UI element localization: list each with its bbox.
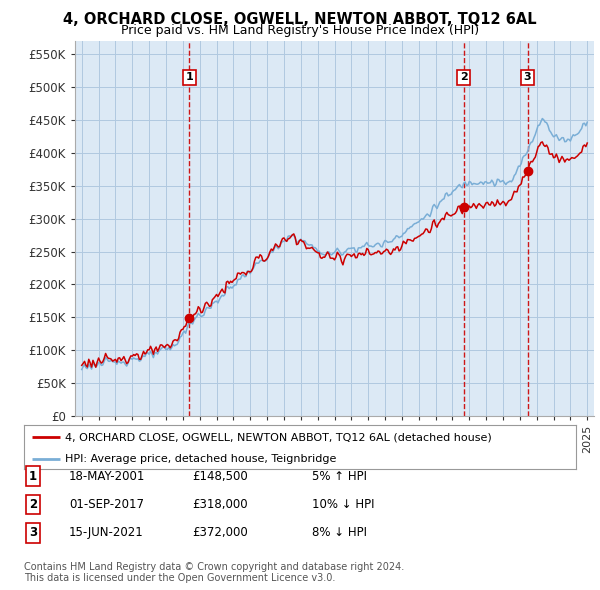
Text: 2: 2 — [29, 498, 37, 511]
Text: 3: 3 — [29, 526, 37, 539]
Text: £372,000: £372,000 — [192, 526, 248, 539]
Text: 1: 1 — [185, 73, 193, 83]
Text: 3: 3 — [524, 73, 532, 83]
Text: 01-SEP-2017: 01-SEP-2017 — [69, 498, 144, 511]
Text: 5% ↑ HPI: 5% ↑ HPI — [312, 470, 367, 483]
Text: 2: 2 — [460, 73, 467, 83]
Text: 8% ↓ HPI: 8% ↓ HPI — [312, 526, 367, 539]
Text: 15-JUN-2021: 15-JUN-2021 — [69, 526, 144, 539]
Text: HPI: Average price, detached house, Teignbridge: HPI: Average price, detached house, Teig… — [65, 454, 337, 464]
Text: 1: 1 — [29, 470, 37, 483]
Text: 4, ORCHARD CLOSE, OGWELL, NEWTON ABBOT, TQ12 6AL (detached house): 4, ORCHARD CLOSE, OGWELL, NEWTON ABBOT, … — [65, 432, 492, 442]
Text: 10% ↓ HPI: 10% ↓ HPI — [312, 498, 374, 511]
Text: £148,500: £148,500 — [192, 470, 248, 483]
Text: Price paid vs. HM Land Registry's House Price Index (HPI): Price paid vs. HM Land Registry's House … — [121, 24, 479, 37]
Text: £318,000: £318,000 — [192, 498, 248, 511]
Text: This data is licensed under the Open Government Licence v3.0.: This data is licensed under the Open Gov… — [24, 573, 335, 583]
Text: Contains HM Land Registry data © Crown copyright and database right 2024.: Contains HM Land Registry data © Crown c… — [24, 562, 404, 572]
Text: 4, ORCHARD CLOSE, OGWELL, NEWTON ABBOT, TQ12 6AL: 4, ORCHARD CLOSE, OGWELL, NEWTON ABBOT, … — [63, 12, 537, 27]
Text: 18-MAY-2001: 18-MAY-2001 — [69, 470, 145, 483]
